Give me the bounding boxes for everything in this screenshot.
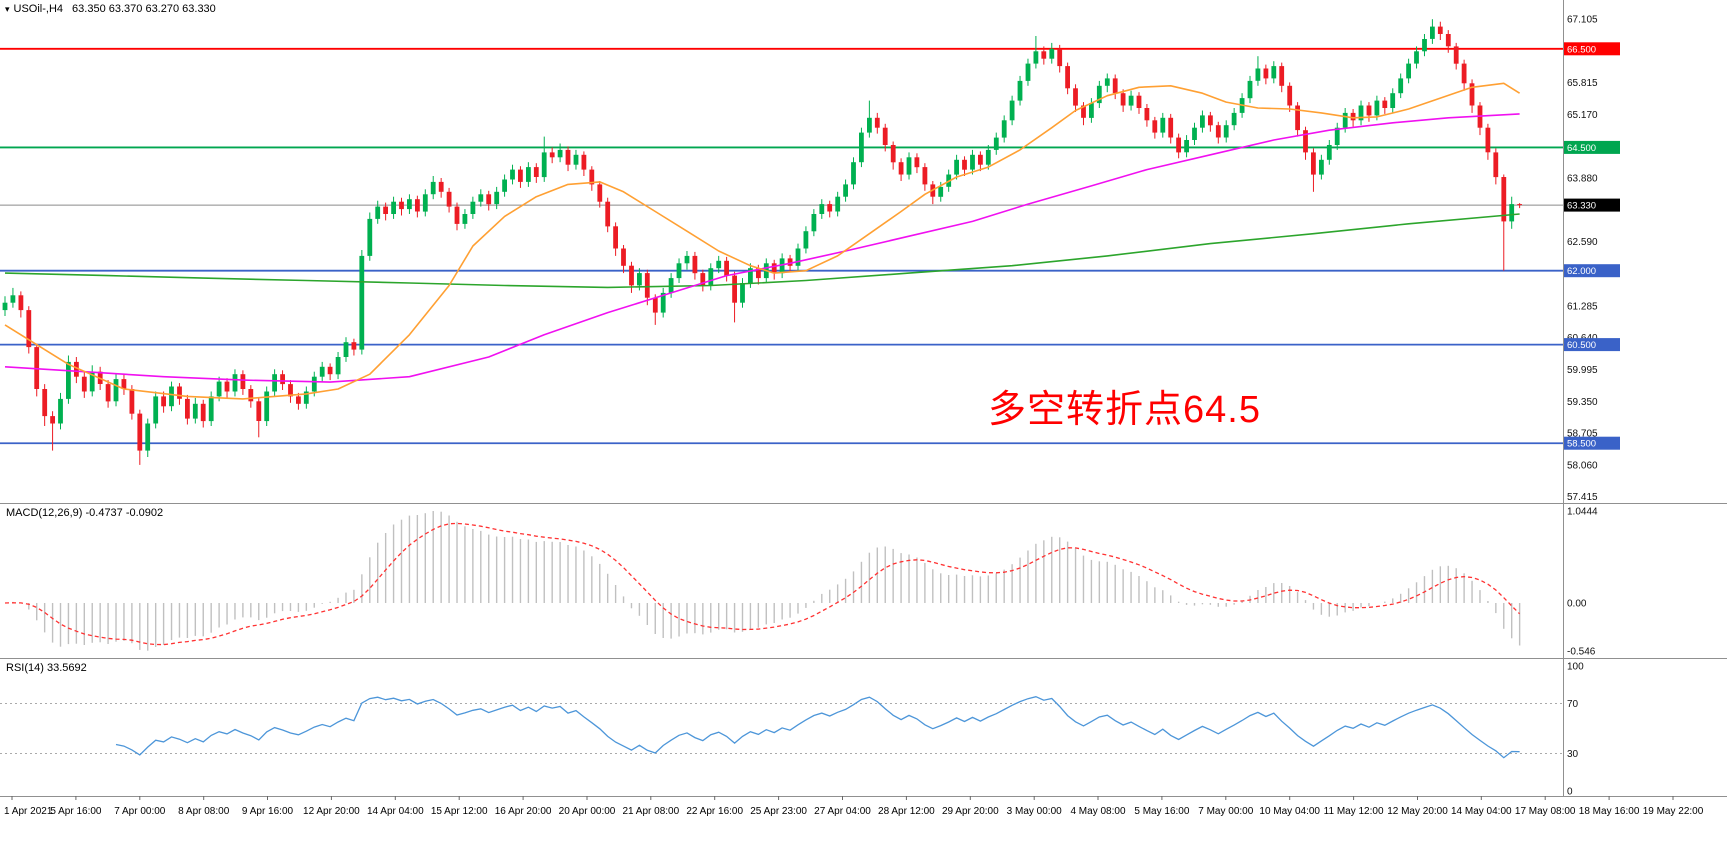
time-axis-label: 14 Apr 04:00: [367, 806, 424, 817]
time-axis-label: 20 Apr 00:00: [559, 806, 616, 817]
main-pane: [0, 19, 1563, 465]
time-axis-label: 5 May 16:00: [1134, 806, 1189, 817]
price-tick-label: 58.060: [1567, 460, 1598, 471]
time-axis-label: 12 May 20:00: [1387, 806, 1448, 817]
svg-text:62.000: 62.000: [1567, 266, 1596, 277]
time-axis-label: 16 Apr 20:00: [495, 806, 552, 817]
time-axis-label: 17 May 08:00: [1515, 806, 1576, 817]
svg-text:66.500: 66.500: [1567, 44, 1596, 55]
macd-name: MACD(12,26,9): [6, 507, 83, 519]
time-axis-label: 5 Apr 16:00: [50, 806, 102, 817]
price-badge-62.000: [1564, 264, 1620, 278]
price-tick-label: 58.705: [1567, 429, 1598, 440]
time-axis-label: 1 Apr 2021: [4, 806, 53, 817]
svg-text:58.500: 58.500: [1567, 439, 1596, 450]
time-axis-label: 12 Apr 20:00: [303, 806, 360, 817]
macd-values: -0.4737 -0.0902: [85, 507, 164, 519]
symbol-ohlc-readout: ▾ USOil-,H4 63.350 63.370 63.270 63.330: [5, 3, 216, 15]
rsi-axis-label: 0: [1567, 787, 1573, 798]
time-axis-label: 14 May 04:00: [1451, 806, 1512, 817]
svg-text:60.500: 60.500: [1567, 340, 1596, 351]
time-axis-label: 29 Apr 20:00: [942, 806, 999, 817]
rsi-name: RSI(14): [6, 662, 44, 674]
rsi-value: 33.5692: [46, 662, 87, 674]
price-tick-label: 61.285: [1567, 301, 1598, 312]
macd-axis-label: 1.0444: [1567, 507, 1598, 518]
time-axis-label: 27 Apr 04:00: [814, 806, 871, 817]
symbol-dropdown-icon[interactable]: ▾: [5, 4, 10, 14]
price-axis[interactable]: 67.10565.81565.17063.88062.59061.28560.6…: [1564, 15, 1620, 798]
macd-axis-label: 0.00: [1567, 599, 1587, 610]
time-axis-label: 9 Apr 16:00: [242, 806, 294, 817]
price-tick-label: 65.815: [1567, 78, 1598, 89]
macd-indicator-label: MACD(12,26,9) -0.4737 -0.0902: [6, 507, 163, 519]
time-axis-label: 7 Apr 00:00: [114, 806, 166, 817]
ohlc-values: 63.350 63.370 63.270 63.330: [72, 3, 216, 15]
rsi-axis-label: 100: [1567, 662, 1584, 673]
price-tick-label: 57.415: [1567, 492, 1598, 503]
svg-text:63.330: 63.330: [1567, 201, 1596, 212]
price-tick-label: 63.880: [1567, 174, 1598, 185]
rsi-axis-label: 70: [1567, 699, 1579, 710]
time-axis-label: 8 Apr 08:00: [178, 806, 230, 817]
price-tick-label: 62.590: [1567, 237, 1598, 248]
rsi-line: [115, 696, 1520, 759]
macd-axis-label: -0.546: [1567, 647, 1596, 658]
time-axis-label: 18 May 16:00: [1579, 806, 1640, 817]
pane-separators: [0, 0, 1727, 797]
time-axis-label: 19 May 22:00: [1643, 806, 1704, 817]
time-axis-label: 28 Apr 12:00: [878, 806, 935, 817]
time-axis-label: 10 May 04:00: [1259, 806, 1320, 817]
macd-signal-line: [4, 522, 1521, 646]
ma-mid-magenta-line: [4, 113, 1520, 383]
price-tick-label: 65.170: [1567, 110, 1598, 121]
svg-text:64.500: 64.500: [1567, 143, 1596, 154]
current-price-badge: [1564, 198, 1620, 212]
price-tick-label: 59.995: [1567, 365, 1598, 376]
chart-annotation-text: 多空转折点64.5: [988, 389, 1261, 431]
price-badge-58.500: [1564, 436, 1620, 450]
ma-fast-orange-line: [4, 82, 1521, 400]
time-axis-label: 22 Apr 16:00: [686, 806, 743, 817]
symbol-period-label: USOil-,H4: [13, 3, 64, 15]
price-tick-label: 67.105: [1567, 15, 1598, 26]
rsi-pane: [0, 696, 1563, 759]
time-axis-label: 21 Apr 08:00: [622, 806, 679, 817]
price-badge-64.500: [1564, 140, 1620, 154]
time-axis-label: 3 May 00:00: [1007, 806, 1062, 817]
time-axis-label: 15 Apr 12:00: [431, 806, 488, 817]
price-badge-66.500: [1564, 42, 1620, 56]
time-axis-label: 25 Apr 23:00: [750, 806, 807, 817]
rsi-axis-label: 30: [1567, 749, 1579, 760]
price-tick-label: 59.350: [1567, 397, 1598, 408]
ma-slow-green-line: [4, 213, 1520, 289]
time-axis-label: 11 May 12:00: [1324, 806, 1384, 817]
price-badge-60.500: [1564, 338, 1620, 352]
macd-pane: [4, 511, 1521, 651]
time-axis-label: 4 May 08:00: [1070, 806, 1125, 817]
time-axis-label: 7 May 00:00: [1198, 806, 1253, 817]
rsi-indicator-label: RSI(14) 33.5692: [6, 662, 87, 674]
